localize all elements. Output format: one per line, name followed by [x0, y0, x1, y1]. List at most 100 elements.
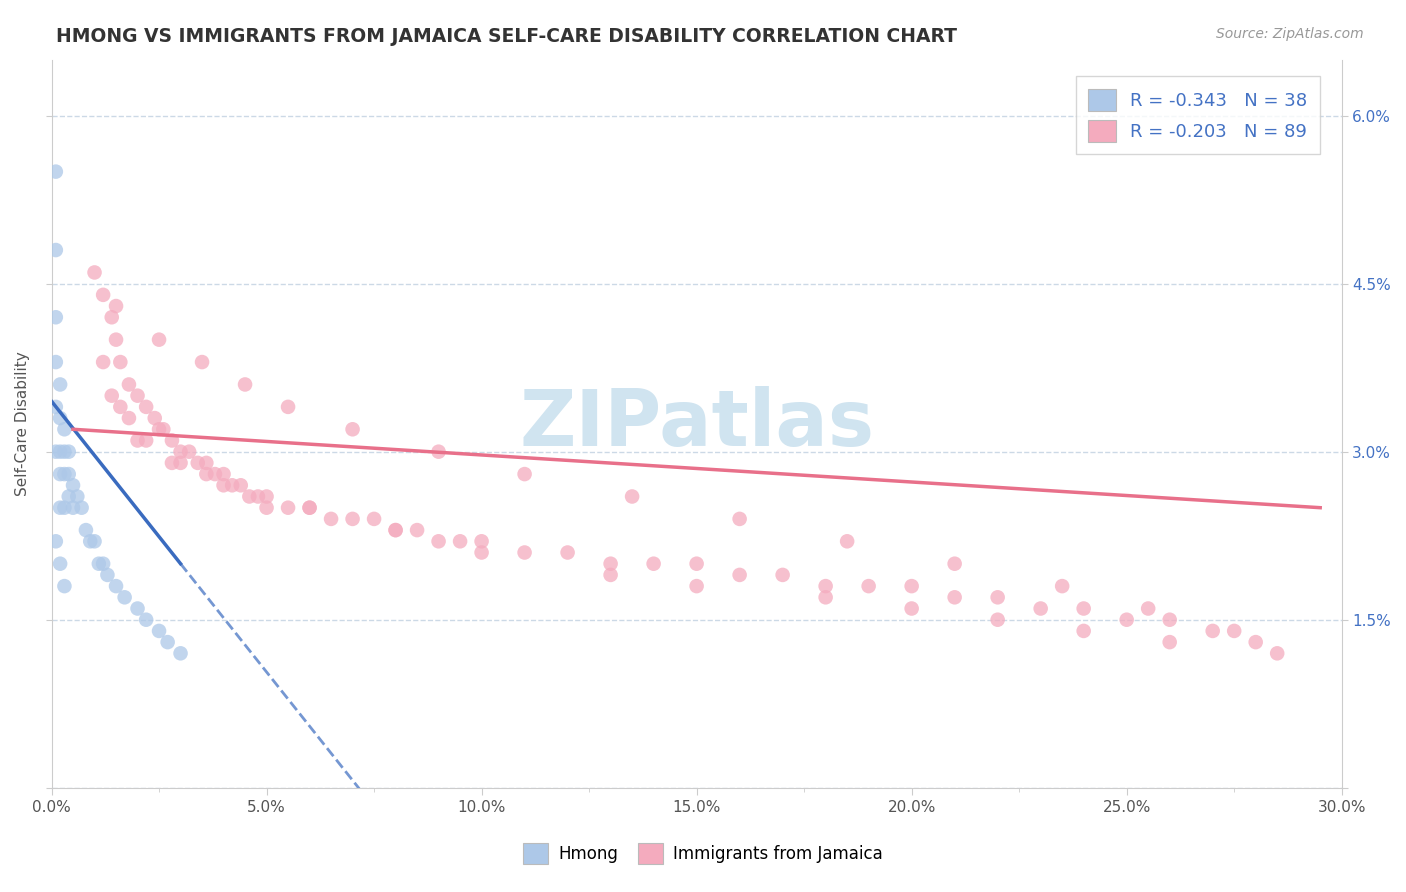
Point [148, 422, 170, 436]
Point [105, 333, 128, 347]
Point [342, 422, 364, 436]
Point [127, 601, 149, 615]
Point [53, 422, 76, 436]
Point [685, 579, 707, 593]
Point [127, 434, 149, 448]
Point [233, 377, 256, 392]
Point [1029, 601, 1052, 615]
Point [45, 310, 67, 325]
Point [513, 467, 536, 481]
Point [45, 355, 67, 369]
Point [62, 500, 84, 515]
Point [91, 288, 114, 302]
Point [118, 377, 141, 392]
Point [195, 467, 218, 481]
Point [187, 456, 209, 470]
Point [987, 591, 1010, 605]
Point [83, 534, 105, 549]
Point [45, 164, 67, 178]
Point [298, 500, 321, 515]
Point [45, 534, 67, 549]
Point [49, 500, 72, 515]
Point [179, 444, 201, 458]
Legend: Hmong, Immigrants from Jamaica: Hmong, Immigrants from Jamaica [516, 837, 890, 871]
Point [105, 299, 128, 313]
Point [256, 500, 278, 515]
Point [53, 500, 76, 515]
Point [1244, 635, 1267, 649]
Point [156, 635, 179, 649]
Point [814, 591, 837, 605]
Point [49, 411, 72, 425]
Point [1073, 624, 1095, 638]
Point [384, 523, 406, 537]
Point [100, 389, 122, 403]
Point [148, 333, 170, 347]
Point [58, 444, 80, 458]
Point [91, 557, 114, 571]
Text: Source: ZipAtlas.com: Source: ZipAtlas.com [1216, 27, 1364, 41]
Point [427, 444, 450, 458]
Point [221, 478, 243, 492]
Point [277, 400, 299, 414]
Point [91, 355, 114, 369]
Point [1050, 579, 1073, 593]
Point [1223, 624, 1246, 638]
Point [1137, 601, 1160, 615]
Point [406, 523, 429, 537]
Point [127, 389, 149, 403]
Point [229, 478, 252, 492]
Point [152, 422, 174, 436]
Point [66, 490, 89, 504]
Point [943, 591, 966, 605]
Point [49, 444, 72, 458]
Point [449, 534, 471, 549]
Point [212, 467, 235, 481]
Point [191, 355, 214, 369]
Point [513, 545, 536, 559]
Point [49, 377, 72, 392]
Point [342, 512, 364, 526]
Point [49, 557, 72, 571]
Point [319, 512, 342, 526]
Point [728, 512, 751, 526]
Point [900, 579, 922, 593]
Point [900, 601, 922, 615]
Point [45, 243, 67, 257]
Point [118, 411, 141, 425]
Point [599, 568, 621, 582]
Point [238, 490, 260, 504]
Point [195, 456, 218, 470]
Point [135, 434, 157, 448]
Point [58, 467, 80, 481]
Point [100, 310, 122, 325]
Point [87, 557, 110, 571]
Point [169, 646, 191, 660]
Point [1115, 613, 1137, 627]
Point [471, 534, 494, 549]
Point [58, 490, 80, 504]
Point [110, 355, 132, 369]
Point [298, 500, 321, 515]
Point [599, 557, 621, 571]
Text: HMONG VS IMMIGRANTS FROM JAMAICA SELF-CARE DISABILITY CORRELATION CHART: HMONG VS IMMIGRANTS FROM JAMAICA SELF-CA… [56, 27, 957, 45]
Point [685, 557, 707, 571]
Point [53, 579, 76, 593]
Point [62, 478, 84, 492]
Point [987, 613, 1010, 627]
Point [45, 400, 67, 414]
Point [135, 400, 157, 414]
Point [53, 444, 76, 458]
Legend: R = -0.343   N = 38, R = -0.203   N = 89: R = -0.343 N = 38, R = -0.203 N = 89 [1076, 76, 1320, 154]
Point [621, 490, 644, 504]
Y-axis label: Self-Care Disability: Self-Care Disability [15, 351, 30, 496]
Point [427, 534, 450, 549]
Point [363, 512, 385, 526]
Point [204, 467, 226, 481]
Point [143, 411, 166, 425]
Text: ZIPatlas: ZIPatlas [519, 385, 875, 462]
Point [169, 456, 191, 470]
Point [1202, 624, 1225, 638]
Point [1159, 613, 1181, 627]
Point [772, 568, 794, 582]
